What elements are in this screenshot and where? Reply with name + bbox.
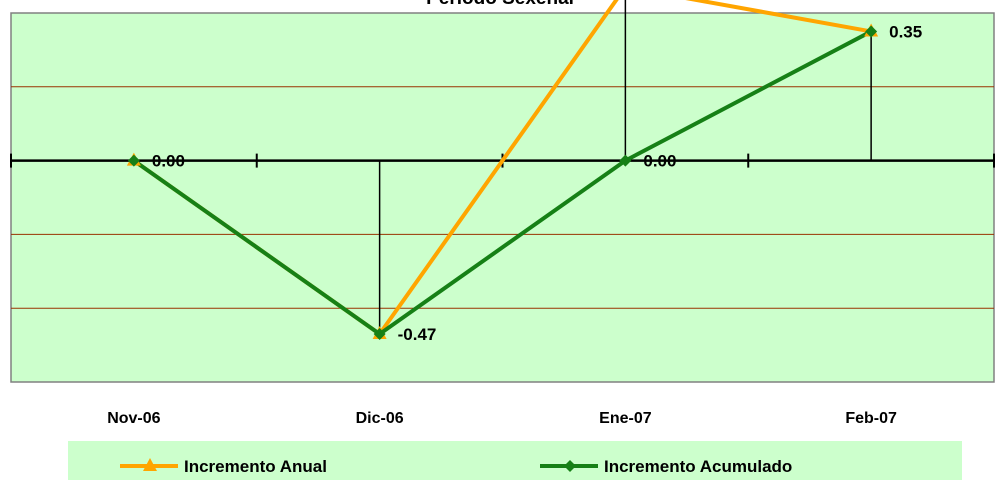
series-marker bbox=[127, 154, 140, 167]
series-line-1 bbox=[132, 29, 873, 337]
plot-area: Nov-06Dic-06Ene-07Feb-070.00-0.470.470.0… bbox=[10, 0, 995, 427]
legend-marker bbox=[143, 458, 157, 471]
data-label: 0.35 bbox=[889, 22, 922, 41]
data-label: 0.00 bbox=[152, 152, 185, 171]
data-label: 0.00 bbox=[643, 152, 676, 171]
plot-background bbox=[10, 12, 995, 383]
x-tick-label: Nov-06 bbox=[107, 410, 160, 427]
legend-box bbox=[68, 441, 962, 480]
x-tick-label: Feb-07 bbox=[845, 410, 897, 427]
data-label: -0.47 bbox=[398, 325, 437, 344]
series-marker bbox=[865, 25, 878, 38]
legend-label: Incremento Anual bbox=[184, 457, 327, 476]
series-marker bbox=[619, 154, 632, 167]
legend: Incremento Anual Incremento Acumulado bbox=[68, 441, 962, 480]
series-marker bbox=[373, 328, 386, 341]
legend-label: Incremento Acumulado bbox=[604, 457, 792, 476]
x-tick-label: Dic-06 bbox=[356, 410, 404, 427]
chart-title: Periodo Sexenal bbox=[426, 0, 574, 9]
x-tick-label: Ene-07 bbox=[599, 410, 652, 427]
legend-marker bbox=[564, 460, 576, 472]
